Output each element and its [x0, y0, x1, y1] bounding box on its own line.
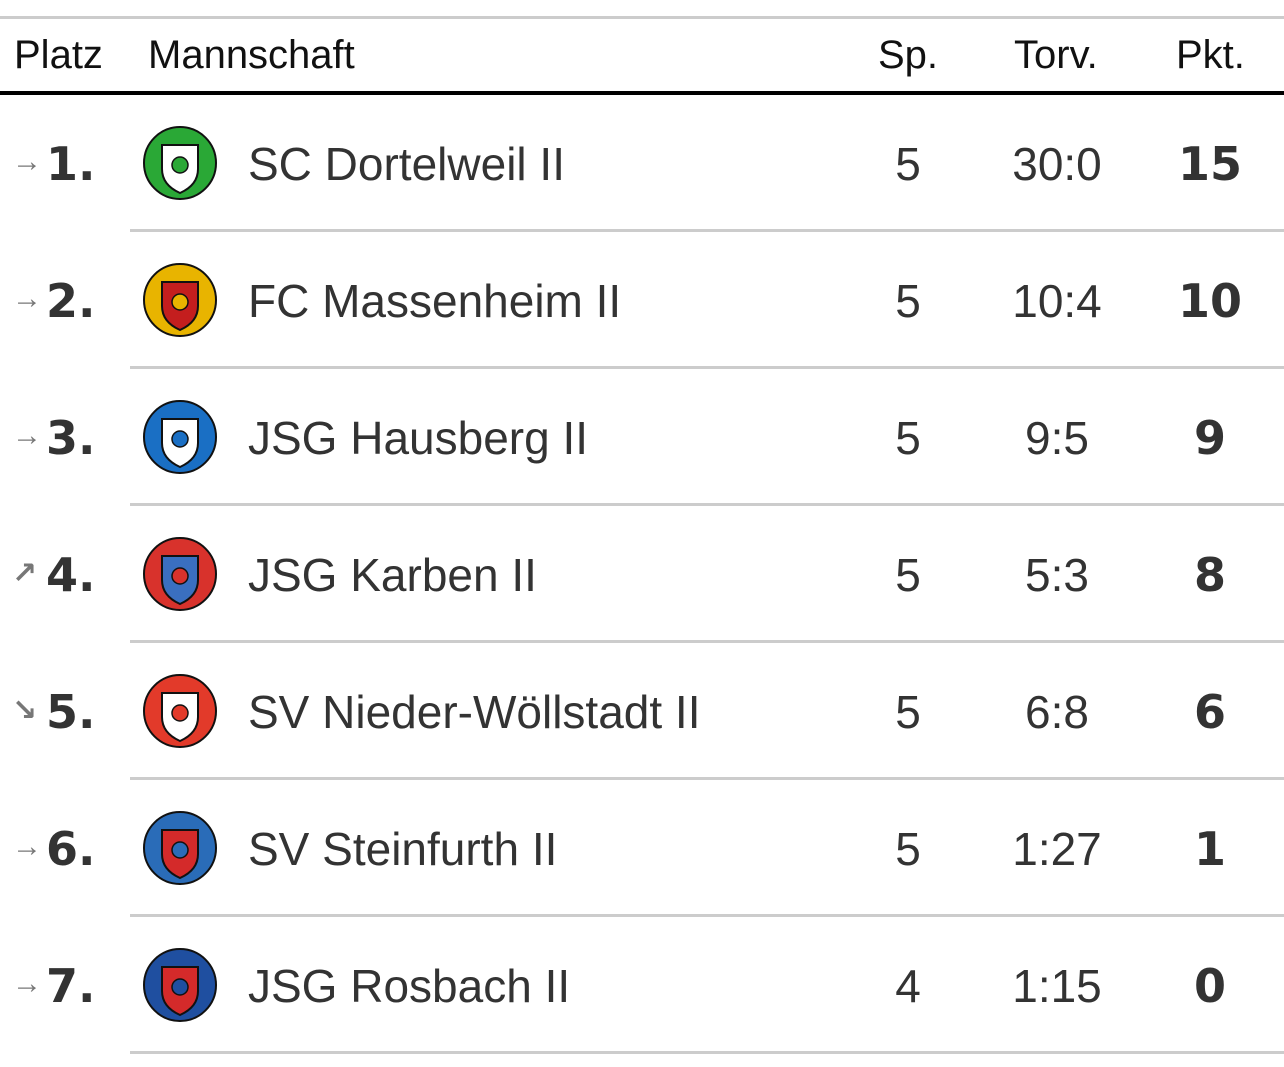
- arrow-right-icon: →: [12, 967, 42, 1000]
- arrow-up-right-icon: ↗: [12, 557, 38, 590]
- row-divider: [130, 914, 1284, 917]
- table-row[interactable]: ↗ 4. JSG Karben II 5 5:3 8: [0, 506, 1284, 643]
- table-row[interactable]: → 2. FC Massenheim II 5 10:4 10: [0, 232, 1284, 369]
- team-logo-icon: [143, 263, 217, 337]
- team-name[interactable]: SV Steinfurth II: [248, 823, 558, 875]
- team-logo-icon: [143, 674, 217, 748]
- rank: 4.: [46, 548, 96, 602]
- goal-ratio: 1:27: [1012, 823, 1102, 875]
- rank: 2.: [46, 274, 96, 328]
- header-torv[interactable]: Torv.: [1014, 33, 1098, 77]
- points: 10: [1177, 274, 1242, 328]
- points: 15: [1177, 137, 1242, 191]
- team-logo-icon: [143, 126, 217, 200]
- points: 6: [1193, 685, 1226, 739]
- games-played: 5: [895, 549, 921, 601]
- rank: 6.: [46, 822, 96, 876]
- arrow-down-right-icon: ↘: [12, 694, 38, 727]
- row-divider: [130, 1051, 1284, 1054]
- top-divider: [0, 16, 1284, 19]
- points: 8: [1193, 548, 1226, 602]
- arrow-right-icon: →: [12, 282, 42, 315]
- team-name[interactable]: JSG Hausberg II: [248, 412, 589, 464]
- table-row[interactable]: → 1. SC Dortelweil II 5 30:0 15: [0, 95, 1284, 232]
- rank: 7.: [46, 959, 96, 1013]
- header-pkt[interactable]: Pkt.: [1176, 33, 1245, 77]
- rank: 1.: [46, 137, 96, 191]
- arrow-right-icon: →: [12, 419, 42, 452]
- table-row[interactable]: → 7. JSG Rosbach II 4 1:15 0: [0, 917, 1284, 1054]
- games-played: 4: [895, 960, 921, 1012]
- header-sp[interactable]: Sp.: [878, 33, 939, 77]
- games-played: 5: [895, 686, 921, 738]
- goal-ratio: 1:15: [1012, 960, 1102, 1012]
- goal-ratio: 9:5: [1025, 412, 1089, 464]
- rank: 3.: [46, 411, 96, 465]
- arrow-right-icon: →: [12, 145, 42, 178]
- row-divider: [130, 503, 1284, 506]
- games-played: 5: [895, 138, 921, 190]
- goal-ratio: 6:8: [1025, 686, 1089, 738]
- team-name[interactable]: SC Dortelweil II: [248, 138, 565, 190]
- points: 0: [1193, 959, 1226, 1013]
- team-logo-icon: [143, 400, 217, 474]
- table-row[interactable]: → 6. SV Steinfurth II 5 1:27 1: [0, 780, 1284, 917]
- team-name[interactable]: JSG Karben II: [248, 549, 537, 601]
- row-divider: [130, 777, 1284, 780]
- team-logo-icon: [143, 537, 217, 611]
- goal-ratio: 10:4: [1012, 275, 1102, 327]
- rank: 5.: [46, 685, 96, 739]
- table-row[interactable]: ↘ 5. SV Nieder-Wöllstadt II 5 6:8 6: [0, 643, 1284, 780]
- header-platz[interactable]: Platz: [14, 33, 103, 77]
- goal-ratio: 5:3: [1025, 549, 1089, 601]
- row-divider: [130, 229, 1284, 232]
- row-divider: [130, 366, 1284, 369]
- arrow-right-icon: →: [12, 830, 42, 863]
- row-divider: [130, 640, 1284, 643]
- team-name[interactable]: SV Nieder-Wöllstadt II: [248, 686, 701, 738]
- games-played: 5: [895, 412, 921, 464]
- team-name[interactable]: FC Massenheim II: [248, 275, 622, 327]
- team-name[interactable]: JSG Rosbach II: [248, 960, 571, 1012]
- team-logo-icon: [143, 811, 217, 885]
- table-header: Platz Mannschaft Sp. Torv. Pkt.: [0, 19, 1284, 95]
- table-row[interactable]: → 3. JSG Hausberg II 5 9:5 9: [0, 369, 1284, 506]
- team-logo-icon: [143, 948, 217, 1022]
- goal-ratio: 30:0: [1012, 138, 1102, 190]
- header-mannschaft[interactable]: Mannschaft: [148, 33, 355, 77]
- games-played: 5: [895, 823, 921, 875]
- points: 1: [1193, 822, 1226, 876]
- points: 9: [1193, 411, 1226, 465]
- games-played: 5: [895, 275, 921, 327]
